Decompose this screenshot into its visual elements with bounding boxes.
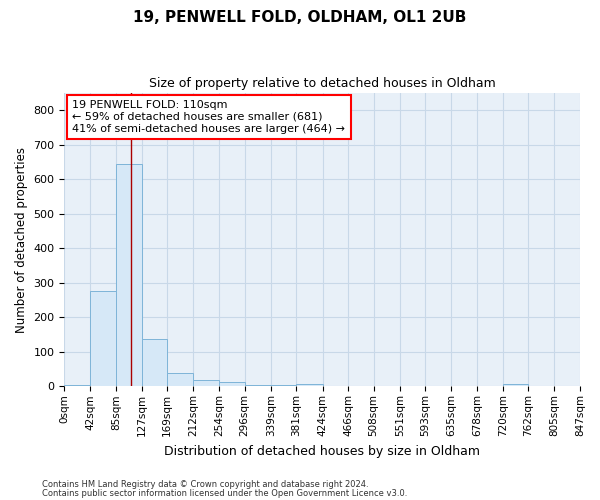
Bar [193, 380, 219, 386]
Text: Contains HM Land Registry data © Crown copyright and database right 2024.: Contains HM Land Registry data © Crown c… [42, 480, 368, 489]
Bar [90, 292, 116, 386]
Bar [142, 339, 167, 386]
Bar [219, 382, 245, 386]
Text: Contains public sector information licensed under the Open Government Licence v3: Contains public sector information licen… [42, 489, 407, 498]
Bar [167, 374, 193, 386]
Text: 19 PENWELL FOLD: 110sqm
← 59% of detached houses are smaller (681)
41% of semi-d: 19 PENWELL FOLD: 110sqm ← 59% of detache… [72, 100, 345, 134]
Text: 19, PENWELL FOLD, OLDHAM, OL1 2UB: 19, PENWELL FOLD, OLDHAM, OL1 2UB [133, 10, 467, 25]
Bar [245, 384, 271, 386]
Bar [296, 384, 323, 386]
Bar [116, 164, 142, 386]
Bar [503, 384, 528, 386]
Bar [271, 384, 296, 386]
Title: Size of property relative to detached houses in Oldham: Size of property relative to detached ho… [149, 78, 496, 90]
Bar [64, 384, 90, 386]
Y-axis label: Number of detached properties: Number of detached properties [15, 146, 28, 332]
X-axis label: Distribution of detached houses by size in Oldham: Distribution of detached houses by size … [164, 444, 480, 458]
